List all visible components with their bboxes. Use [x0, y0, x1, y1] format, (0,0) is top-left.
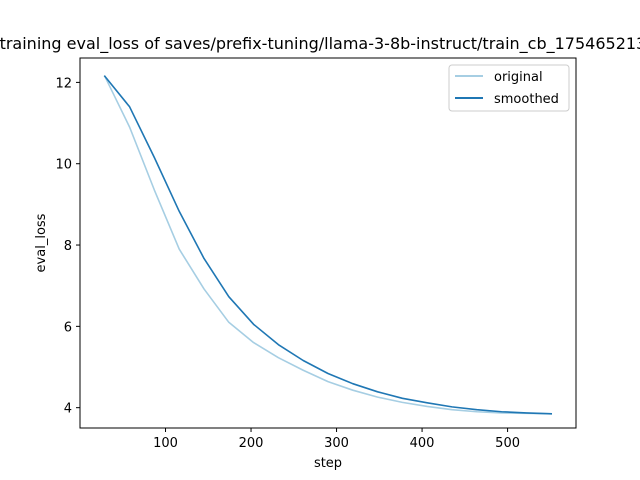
x-tick-label: 200	[239, 436, 264, 451]
x-tick-label: 300	[324, 436, 349, 451]
y-tick-label: 12	[55, 76, 72, 91]
x-tick-label: 400	[410, 436, 435, 451]
y-tick-label: 4	[64, 402, 72, 417]
legend-label-original: original	[494, 70, 543, 85]
chart-title: training eval_loss of saves/prefix-tunin…	[0, 34, 640, 54]
series-lines	[103, 75, 553, 415]
y-tick-label: 8	[64, 239, 72, 254]
series-line-smoothed	[103, 75, 553, 415]
series-line-original	[103, 75, 553, 415]
y-axis-label: eval_loss	[34, 213, 49, 272]
x-tick-label: 500	[495, 436, 520, 451]
y-tick-label: 10	[55, 158, 72, 173]
plot-area-frame	[79, 57, 577, 429]
x-tick-label: 100	[153, 436, 178, 451]
legend: original smoothed	[448, 64, 570, 112]
y-axis-ticks: 4 6 8 10 12	[55, 76, 80, 417]
y-tick-label: 6	[64, 320, 72, 335]
x-axis-ticks: 100 200 300 400 500	[153, 428, 520, 451]
legend-label-smoothed: smoothed	[494, 92, 559, 107]
x-axis-label: step	[314, 456, 342, 471]
